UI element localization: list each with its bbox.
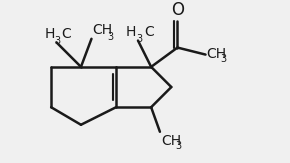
Text: 3: 3 [136, 34, 142, 44]
Text: CH: CH [161, 134, 181, 148]
Text: 3: 3 [175, 141, 181, 151]
Text: C: C [62, 27, 71, 41]
Text: H: H [44, 27, 55, 41]
Text: 3: 3 [220, 54, 226, 64]
Text: C: C [144, 25, 154, 39]
Text: O: O [171, 1, 184, 20]
Text: CH: CH [206, 47, 226, 61]
Text: 3: 3 [107, 32, 113, 42]
Text: 3: 3 [55, 36, 61, 46]
Text: H: H [126, 25, 136, 39]
Text: CH: CH [92, 23, 113, 37]
